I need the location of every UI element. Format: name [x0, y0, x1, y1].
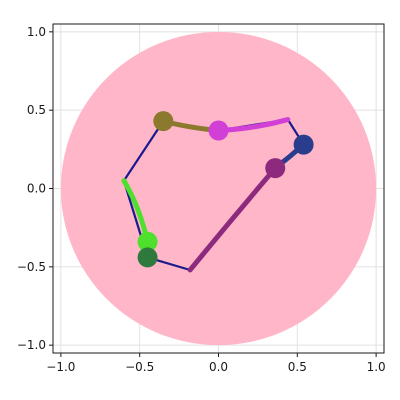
series-line-3: [187, 165, 278, 273]
y-tick-label-0: −1.0: [17, 338, 46, 352]
y-tick-label-4: 1.0: [27, 25, 46, 39]
y-axis-ticks: −1.0 −0.5 0.0 0.5 1.0: [17, 25, 53, 352]
y-tick-label-3: 0.5: [27, 103, 46, 117]
x-tick-label-0: −1.0: [46, 360, 75, 374]
marker-group: [137, 111, 314, 268]
x-tick-label-2: 0.0: [209, 360, 228, 374]
y-tick-label-1: −0.5: [17, 260, 46, 274]
series-marker-1: [208, 120, 229, 141]
series-marker-5: [137, 247, 158, 268]
x-axis-ticks: −1.0 −0.5 0.0 0.5 1.0: [46, 353, 386, 374]
y-tick-label-2: 0.0: [27, 182, 46, 196]
x-tick-label-1: −0.5: [125, 360, 154, 374]
series-marker-4: [137, 231, 158, 252]
series-marker-3: [265, 158, 286, 179]
series-marker-2: [293, 134, 314, 155]
x-tick-label-4: 1.0: [367, 360, 386, 374]
x-tick-label-3: 0.5: [288, 360, 307, 374]
series-marker-0: [153, 111, 174, 132]
disk: [60, 31, 377, 346]
disk-area: [60, 31, 377, 346]
